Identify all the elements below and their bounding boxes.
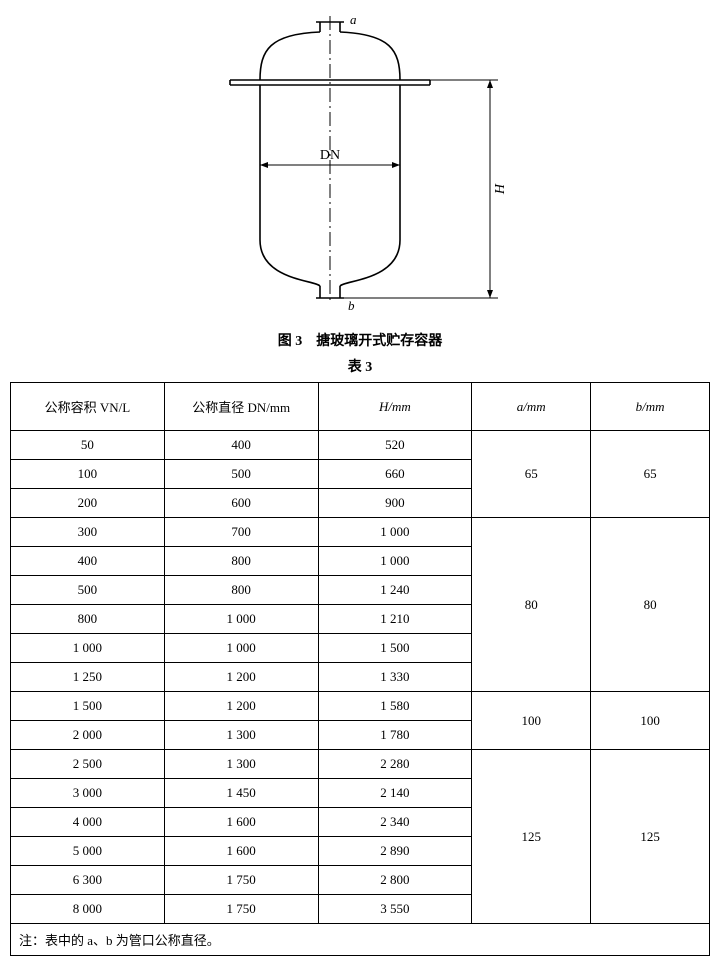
cell-dn: 1 200 bbox=[164, 663, 318, 692]
cell-h: 2 280 bbox=[318, 750, 472, 779]
cell-h: 2 890 bbox=[318, 837, 472, 866]
table-row: 2 5001 3002 280125125 bbox=[11, 750, 710, 779]
svg-text:b: b bbox=[348, 298, 355, 313]
cell-dn: 800 bbox=[164, 576, 318, 605]
cell-vn: 3 000 bbox=[11, 779, 165, 808]
cell-dn: 1 200 bbox=[164, 692, 318, 721]
cell-vn: 8 000 bbox=[11, 895, 165, 924]
cell-dn: 700 bbox=[164, 518, 318, 547]
col-a: a/mm bbox=[472, 383, 591, 431]
cell-dn: 800 bbox=[164, 547, 318, 576]
cell-dn: 1 300 bbox=[164, 721, 318, 750]
cell-h: 1 780 bbox=[318, 721, 472, 750]
cell-dn: 1 000 bbox=[164, 634, 318, 663]
table-row: 3007001 0008080 bbox=[11, 518, 710, 547]
cell-h: 1 580 bbox=[318, 692, 472, 721]
cell-h: 900 bbox=[318, 489, 472, 518]
cell-dn: 1 750 bbox=[164, 866, 318, 895]
cell-dn: 1 600 bbox=[164, 808, 318, 837]
cell-dn: 500 bbox=[164, 460, 318, 489]
cell-a: 100 bbox=[472, 692, 591, 750]
cell-vn: 200 bbox=[11, 489, 165, 518]
cell-h: 520 bbox=[318, 431, 472, 460]
vessel-svg: DN Ha b bbox=[150, 10, 570, 320]
cell-vn: 2 000 bbox=[11, 721, 165, 750]
cell-vn: 5 000 bbox=[11, 837, 165, 866]
vessel-diagram: DN Ha b bbox=[10, 10, 710, 320]
cell-vn: 1 250 bbox=[11, 663, 165, 692]
cell-vn: 4 000 bbox=[11, 808, 165, 837]
cell-b: 80 bbox=[591, 518, 710, 692]
col-h: H/mm bbox=[318, 383, 472, 431]
cell-b: 100 bbox=[591, 692, 710, 750]
cell-h: 1 000 bbox=[318, 518, 472, 547]
cell-h: 1 500 bbox=[318, 634, 472, 663]
spec-table: 公称容积 VN/L 公称直径 DN/mm H/mm a/mm b/mm 5040… bbox=[10, 382, 710, 956]
cell-h: 1 330 bbox=[318, 663, 472, 692]
cell-dn: 600 bbox=[164, 489, 318, 518]
cell-dn: 1 000 bbox=[164, 605, 318, 634]
figure-caption: 图 3 搪玻璃开式贮存容器 bbox=[10, 330, 710, 350]
cell-h: 1 240 bbox=[318, 576, 472, 605]
table-row: 1 5001 2001 580100100 bbox=[11, 692, 710, 721]
cell-b: 65 bbox=[591, 431, 710, 518]
svg-text:a: a bbox=[350, 12, 357, 27]
cell-a: 65 bbox=[472, 431, 591, 518]
cell-dn: 1 600 bbox=[164, 837, 318, 866]
svg-text:H: H bbox=[493, 183, 508, 195]
cell-vn: 6 300 bbox=[11, 866, 165, 895]
cell-dn: 1 750 bbox=[164, 895, 318, 924]
cell-vn: 500 bbox=[11, 576, 165, 605]
cell-a: 80 bbox=[472, 518, 591, 692]
cell-h: 660 bbox=[318, 460, 472, 489]
col-dn: 公称直径 DN/mm bbox=[164, 383, 318, 431]
cell-dn: 1 450 bbox=[164, 779, 318, 808]
cell-dn: 400 bbox=[164, 431, 318, 460]
cell-h: 1 210 bbox=[318, 605, 472, 634]
cell-vn: 1 500 bbox=[11, 692, 165, 721]
cell-dn: 1 300 bbox=[164, 750, 318, 779]
cell-vn: 100 bbox=[11, 460, 165, 489]
cell-h: 2 140 bbox=[318, 779, 472, 808]
svg-text:DN: DN bbox=[320, 148, 340, 163]
cell-vn: 1 000 bbox=[11, 634, 165, 663]
cell-vn: 400 bbox=[11, 547, 165, 576]
cell-vn: 50 bbox=[11, 431, 165, 460]
cell-h: 3 550 bbox=[318, 895, 472, 924]
cell-h: 1 000 bbox=[318, 547, 472, 576]
table-caption: 表 3 bbox=[10, 356, 710, 376]
table-note: 注：表中的 a、b 为管口公称直径。 bbox=[11, 924, 710, 956]
cell-h: 2 800 bbox=[318, 866, 472, 895]
table-note-row: 注：表中的 a、b 为管口公称直径。 bbox=[11, 924, 710, 956]
cell-vn: 800 bbox=[11, 605, 165, 634]
cell-a: 125 bbox=[472, 750, 591, 924]
cell-b: 125 bbox=[591, 750, 710, 924]
col-vn: 公称容积 VN/L bbox=[11, 383, 165, 431]
cell-vn: 2 500 bbox=[11, 750, 165, 779]
table-header-row: 公称容积 VN/L 公称直径 DN/mm H/mm a/mm b/mm bbox=[11, 383, 710, 431]
cell-h: 2 340 bbox=[318, 808, 472, 837]
table-row: 504005206565 bbox=[11, 431, 710, 460]
col-b: b/mm bbox=[591, 383, 710, 431]
cell-vn: 300 bbox=[11, 518, 165, 547]
